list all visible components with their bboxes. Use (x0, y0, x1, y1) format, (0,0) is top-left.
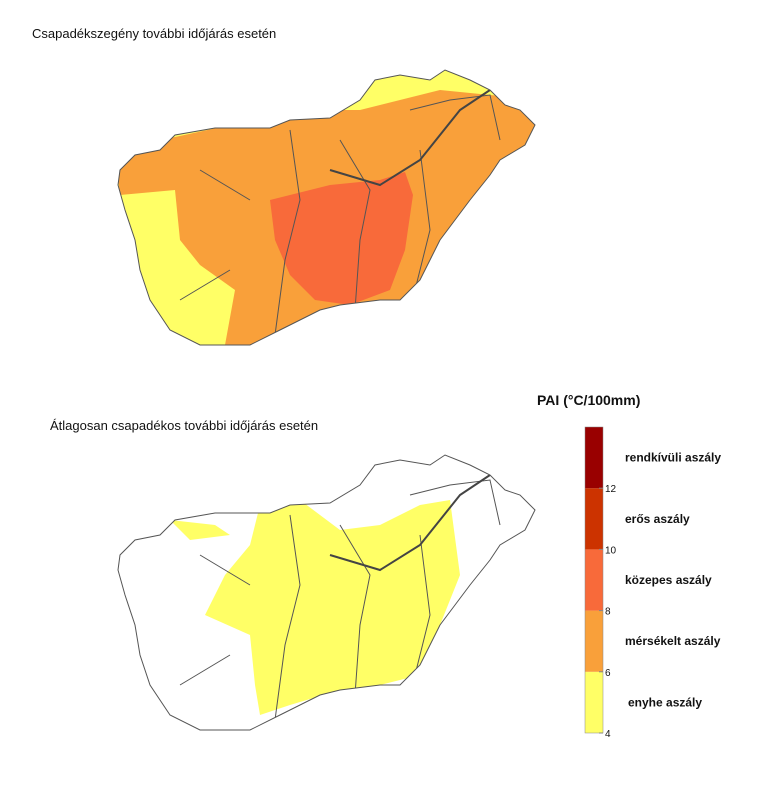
legend-label: közepes aszály (625, 573, 712, 587)
tick-label: 4 (605, 729, 611, 740)
legend-label: rendkívüli aszály (625, 451, 721, 465)
tick-label: 10 (605, 545, 617, 556)
legend-swatch (585, 610, 603, 672)
tick-label: 8 (605, 607, 611, 618)
legend-swatch (585, 671, 603, 733)
map-title: Csapadékszegény további időjárás esetén (32, 26, 276, 41)
legend: enyhe aszály mérsékelt aszály közepes aszá… (584, 426, 721, 740)
legend-swatch (585, 549, 603, 611)
map-title: Átlagosan csapadékos további időjárás es… (50, 418, 318, 433)
map-dry (117, 69, 536, 346)
legend-label: mérsékelt aszály (625, 634, 721, 648)
tick-label: 6 (605, 668, 611, 679)
map-average (117, 454, 536, 731)
legend-label: enyhe aszály (628, 695, 702, 709)
tick-label: 12 (605, 484, 617, 495)
legend-swatch (585, 427, 603, 489)
legend-frame (584, 426, 604, 734)
legend-swatch (585, 488, 603, 550)
legend-label: erős aszály (625, 512, 690, 526)
legend-title: PAI (°C/100mm) (537, 392, 640, 408)
